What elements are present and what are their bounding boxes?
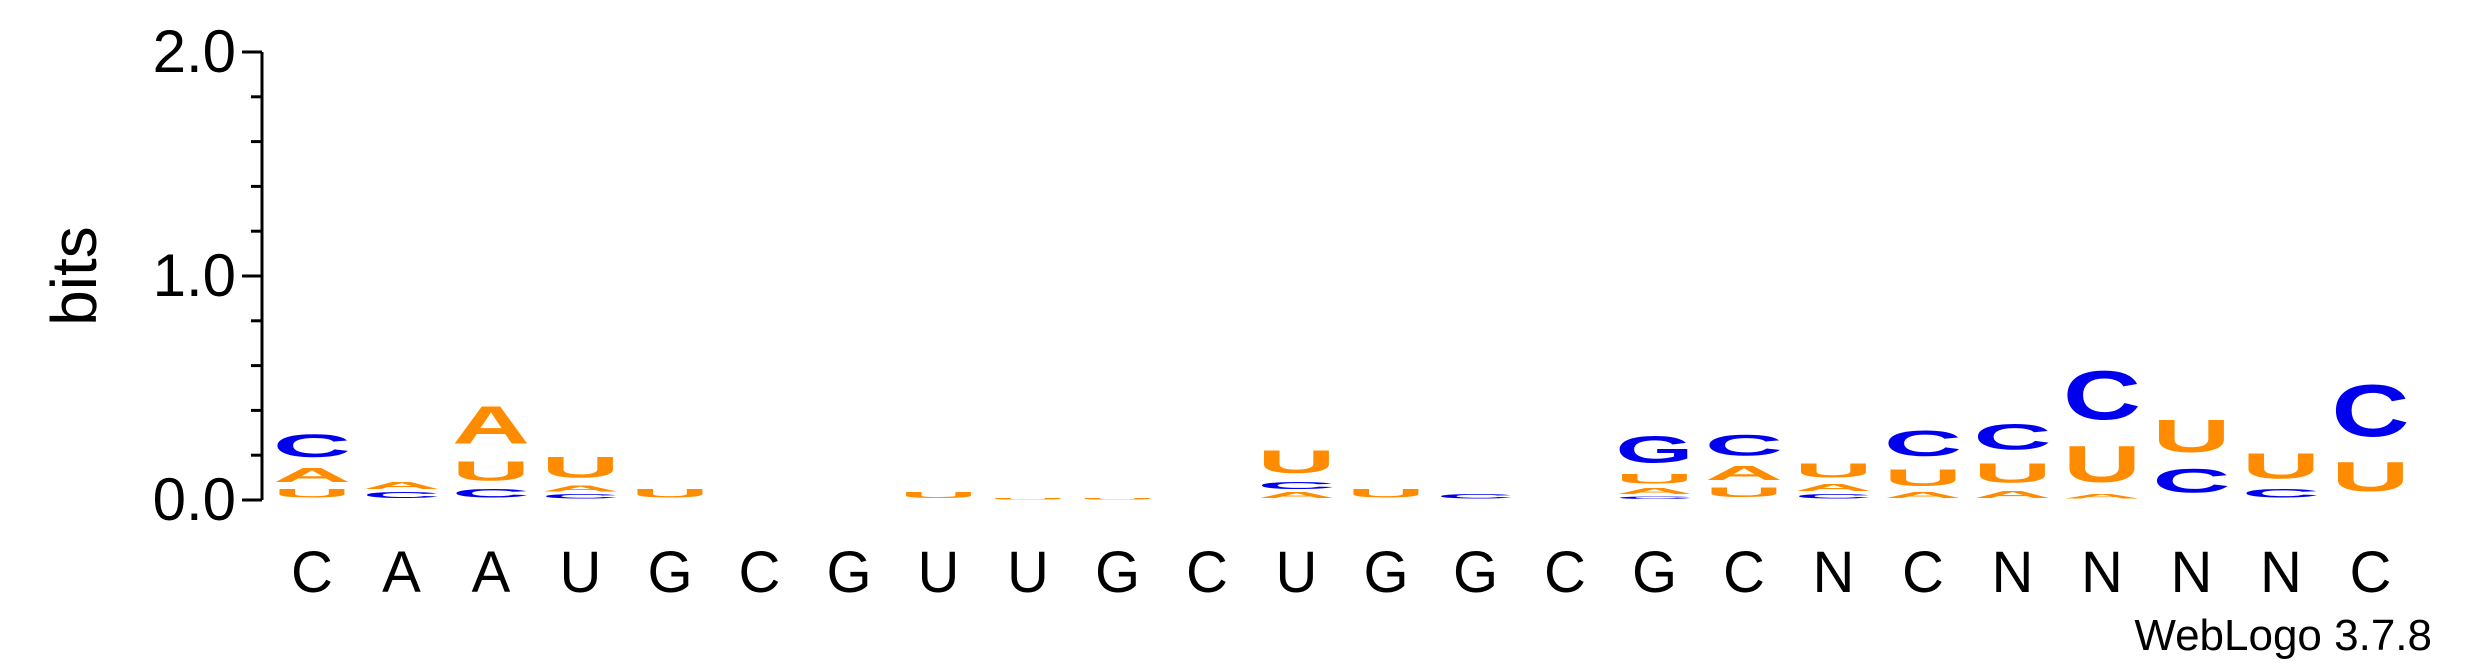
logo-letter-a: A: [1616, 487, 1694, 496]
x-position-label: C: [1186, 540, 1228, 605]
logo-letter-u: U: [273, 487, 351, 500]
logo-letter-u: U: [2332, 453, 2410, 500]
logo-letter-a: A: [542, 484, 620, 493]
logo-letter-u: U: [2242, 446, 2320, 486]
logo-letter-a: A: [452, 395, 530, 455]
x-position-label: G: [1363, 540, 1408, 605]
x-position-label: C: [2350, 540, 2392, 605]
logo-letter-c: C: [1705, 428, 1783, 462]
logo-letter-c: C: [273, 428, 351, 464]
logo-letter-u: U: [1079, 498, 1157, 500]
logo-letter-u: U: [1616, 471, 1694, 487]
logo-letter-u: U: [989, 498, 1067, 500]
x-position-label: N: [2171, 540, 2213, 605]
logo-letter-c: C: [1616, 496, 1694, 500]
logo-letter-u: U: [1347, 487, 1425, 500]
x-position-label: G: [647, 540, 692, 605]
x-position-label: A: [472, 540, 511, 605]
logo-letter-a: A: [363, 480, 441, 491]
logo-letter-a: A: [2063, 493, 2141, 500]
logo-letter-c: C: [1974, 417, 2052, 457]
x-position-label: C: [739, 540, 781, 605]
x-position-label: G: [1453, 540, 1498, 605]
logo-letter-c: C: [1258, 480, 1336, 491]
logo-letter-c: C: [2332, 370, 2410, 453]
logo-letter-u: U: [1974, 457, 2052, 488]
logo-letter-a: A: [1705, 462, 1783, 484]
x-position-label: C: [1902, 540, 1944, 605]
logo-letter-c: C: [452, 487, 530, 500]
logo-letter-c: C: [1795, 493, 1873, 500]
logo-letter-u: U: [542, 450, 620, 484]
logo-letter-c: C: [2153, 462, 2231, 500]
y-tick-label: 0.0: [153, 466, 236, 533]
y-axis-ticks: 0.0 1.0 2.0: [153, 18, 262, 533]
logo-letter-u: U: [1884, 464, 1962, 491]
logo-letter-a: A: [1884, 491, 1962, 500]
x-position-label: U: [1276, 540, 1318, 605]
logo-letter-c: C: [2063, 357, 2141, 435]
x-position-label: C: [1723, 540, 1765, 605]
logo-letter-g: G: [1616, 428, 1694, 471]
logo-letter-u: U: [631, 487, 709, 500]
x-position-label: U: [560, 540, 602, 605]
y-tick-label: 1.0: [153, 242, 236, 309]
logo-letter-c: C: [542, 493, 620, 500]
x-position-label: A: [382, 540, 421, 605]
x-position-label: G: [1095, 540, 1140, 605]
y-axis-title: bits: [38, 226, 110, 326]
y-tick-label: 2.0: [153, 18, 236, 85]
logo-letter-u: U: [1258, 444, 1336, 480]
x-position-label: U: [1007, 540, 1049, 605]
logo-letter-c: C: [2242, 487, 2320, 500]
x-position-label: C: [291, 540, 333, 605]
x-position-label: G: [826, 540, 871, 605]
logo-letter-u: U: [1795, 460, 1873, 482]
logo-letter-a: A: [273, 464, 351, 486]
logo-letter-c: C: [363, 491, 441, 500]
x-position-label: N: [1813, 540, 1855, 605]
x-position-label: N: [2260, 540, 2302, 605]
x-position-label: N: [1992, 540, 2034, 605]
logo-letter-u: U: [452, 455, 530, 486]
x-position-label: G: [1632, 540, 1677, 605]
logo-letter-a: A: [1795, 482, 1873, 493]
logo-letter-a: A: [1258, 491, 1336, 500]
logo-letter-c: C: [1437, 493, 1515, 500]
logo-letter-a: A: [1974, 489, 2052, 500]
x-position-label: U: [918, 540, 960, 605]
weblogo-credit: WebLogo 3.7.8: [2134, 611, 2432, 660]
logo-letter-u: U: [2153, 410, 2231, 462]
logo-letter-u: U: [900, 491, 978, 500]
logo-letter-u: U: [1705, 484, 1783, 500]
x-position-label: N: [2081, 540, 2123, 605]
logo-letter-c: C: [1884, 424, 1962, 464]
logo-letter-u: U: [2063, 435, 2141, 493]
x-position-label: C: [1544, 540, 1586, 605]
